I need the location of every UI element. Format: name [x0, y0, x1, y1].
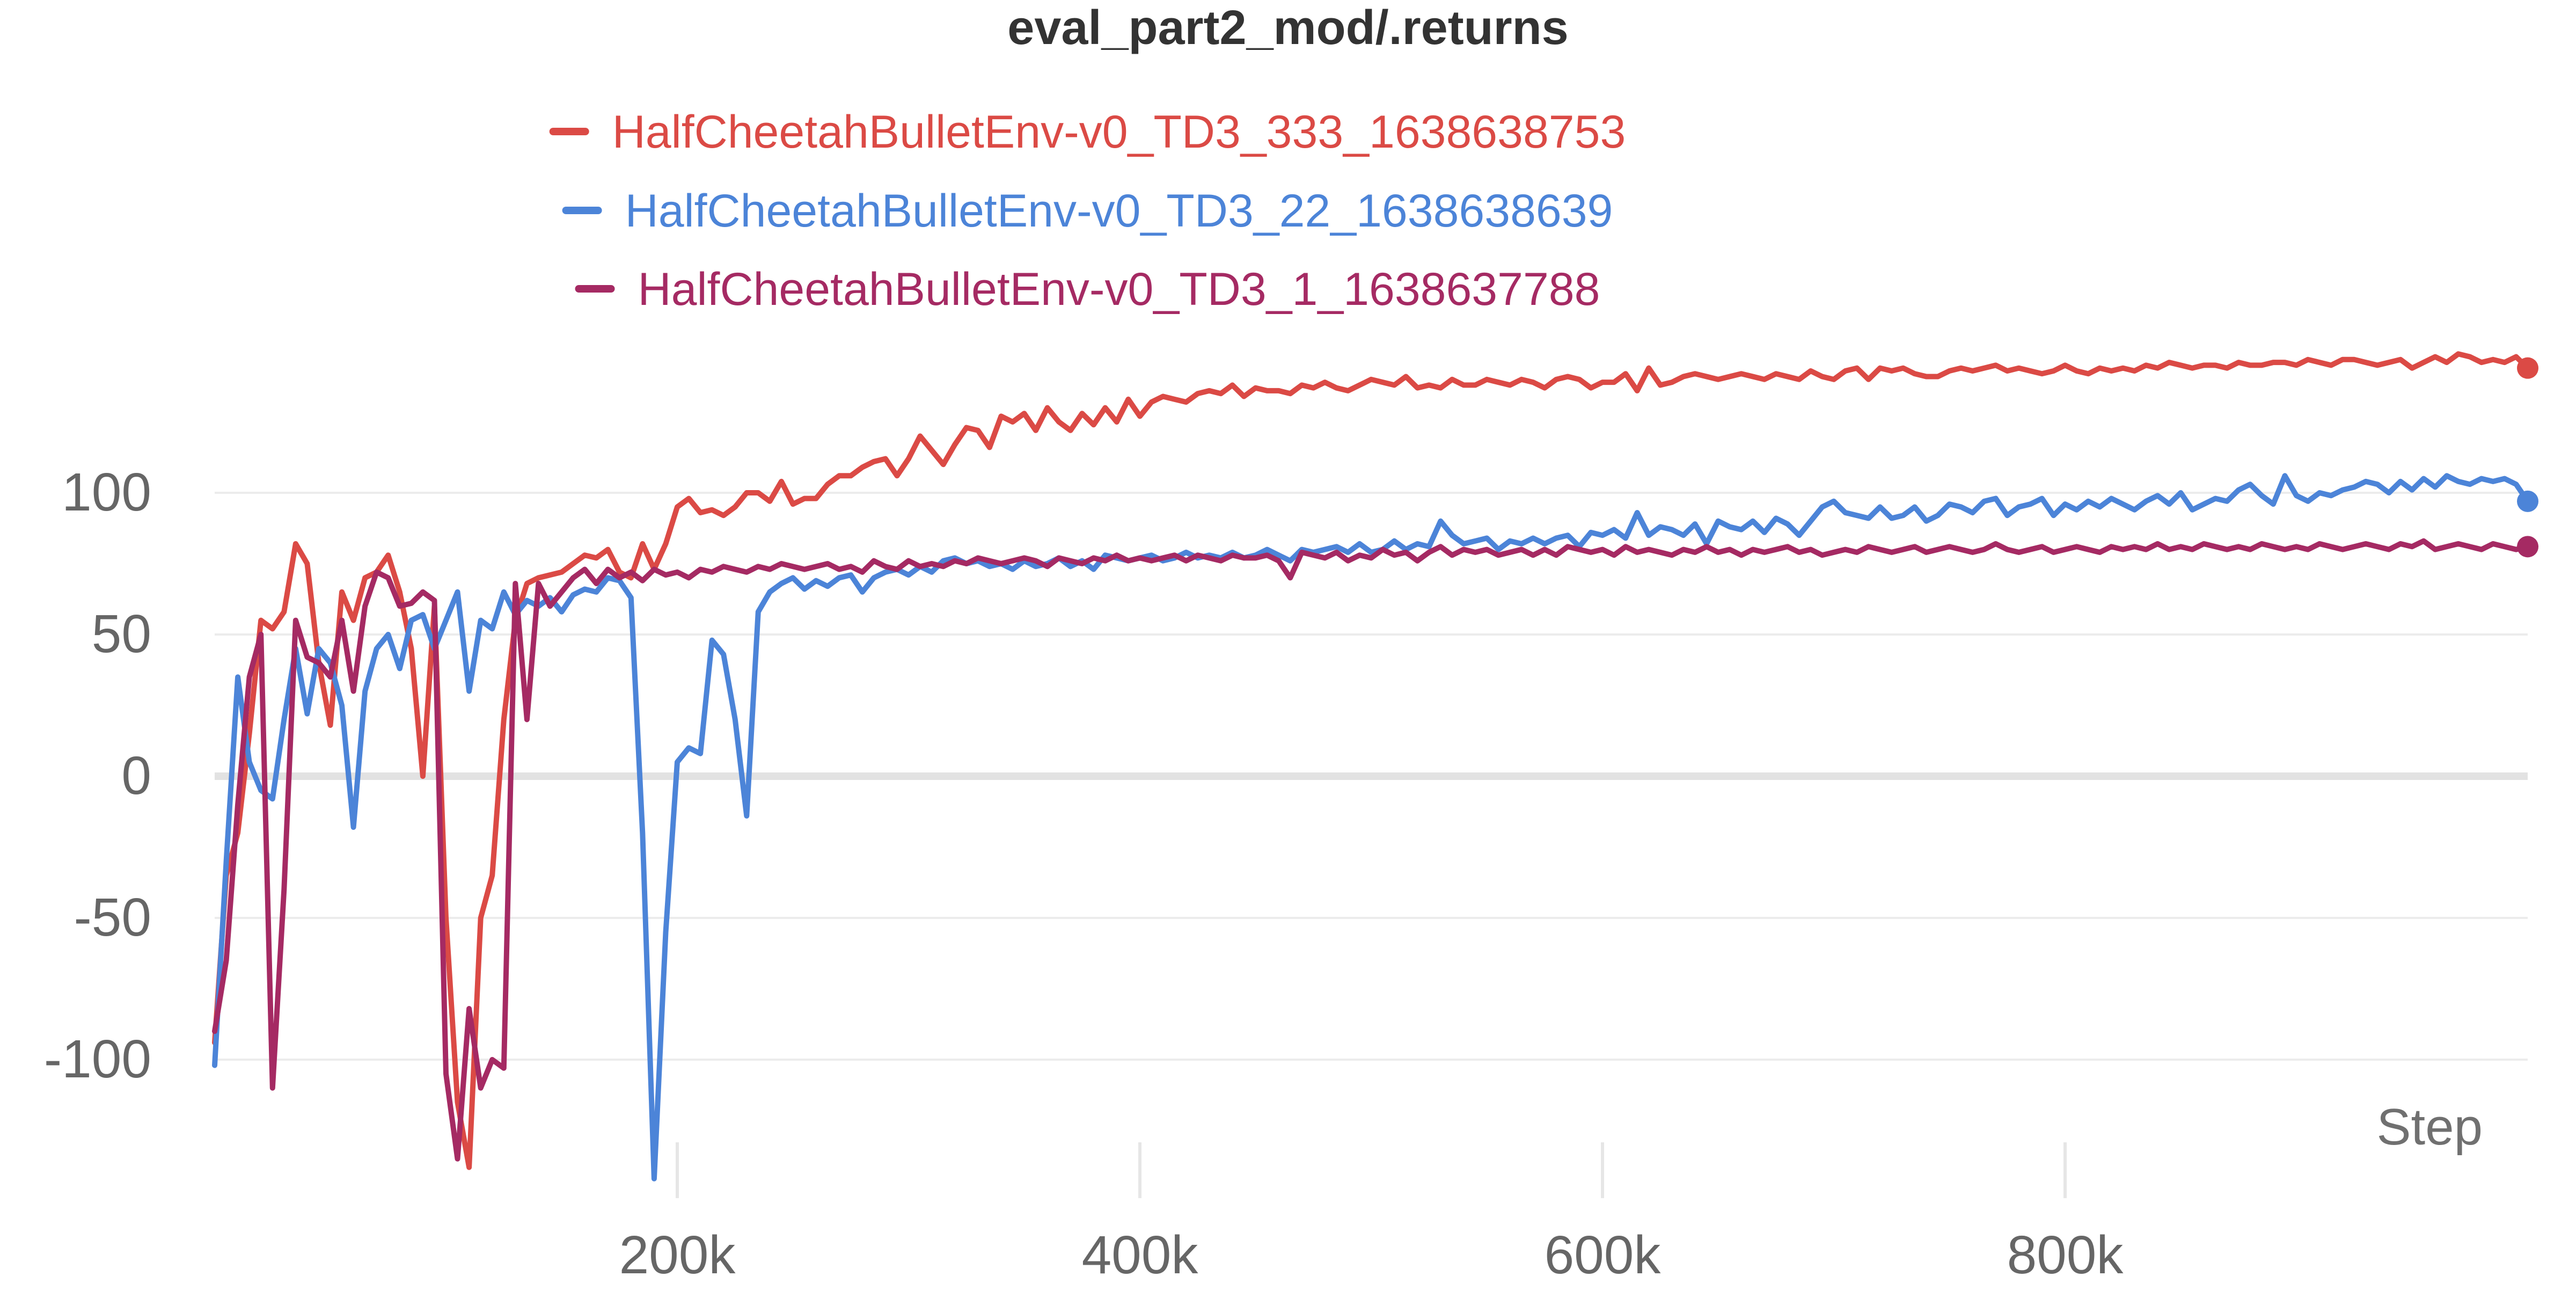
y-tick-label: 100	[62, 462, 151, 522]
legend-label: HalfCheetahBulletEnv-v0_TD3_333_16386387…	[612, 106, 1626, 158]
series-end-marker-1	[2517, 357, 2538, 379]
x-axis: 200k 400k 600k 800k	[619, 1142, 2124, 1285]
series-group	[212, 351, 2538, 1181]
y-tick-label: 50	[92, 604, 151, 664]
x-axis-label: Step	[2377, 1098, 2483, 1156]
grid-lines	[215, 492, 2528, 1061]
legend-item[interactable]: HalfCheetahBulletEnv-v0_TD3_333_16386387…	[549, 106, 1626, 158]
legend-label: HalfCheetahBulletEnv-v0_TD3_1_1638637788	[638, 264, 1600, 315]
y-tick-label: -50	[74, 887, 151, 947]
series-line-3	[212, 538, 2530, 1162]
legend: HalfCheetahBulletEnv-v0_TD3_333_16386387…	[549, 106, 1626, 315]
series-end-marker-3	[2517, 536, 2538, 558]
y-tick-label: 0	[121, 746, 151, 806]
series-line-1	[212, 351, 2530, 1170]
x-tick-label: 200k	[619, 1225, 736, 1285]
x-tick-label: 600k	[1545, 1225, 1662, 1285]
series-line-2	[212, 473, 2530, 1181]
chart-title: eval_part2_mod/.returns	[1007, 1, 1568, 55]
series-end-marker-2	[2517, 490, 2538, 512]
y-axis: 100 50 0 -50 -100	[44, 462, 151, 1089]
x-tick-label: 400k	[1082, 1225, 1199, 1285]
legend-item[interactable]: HalfCheetahBulletEnv-v0_TD3_1_1638637788	[575, 264, 1600, 315]
y-tick-label: -100	[44, 1029, 151, 1089]
legend-label: HalfCheetahBulletEnv-v0_TD3_22_163863863…	[625, 185, 1613, 237]
legend-item[interactable]: HalfCheetahBulletEnv-v0_TD3_22_163863863…	[562, 185, 1613, 237]
x-tick-label: 800k	[2007, 1225, 2124, 1285]
